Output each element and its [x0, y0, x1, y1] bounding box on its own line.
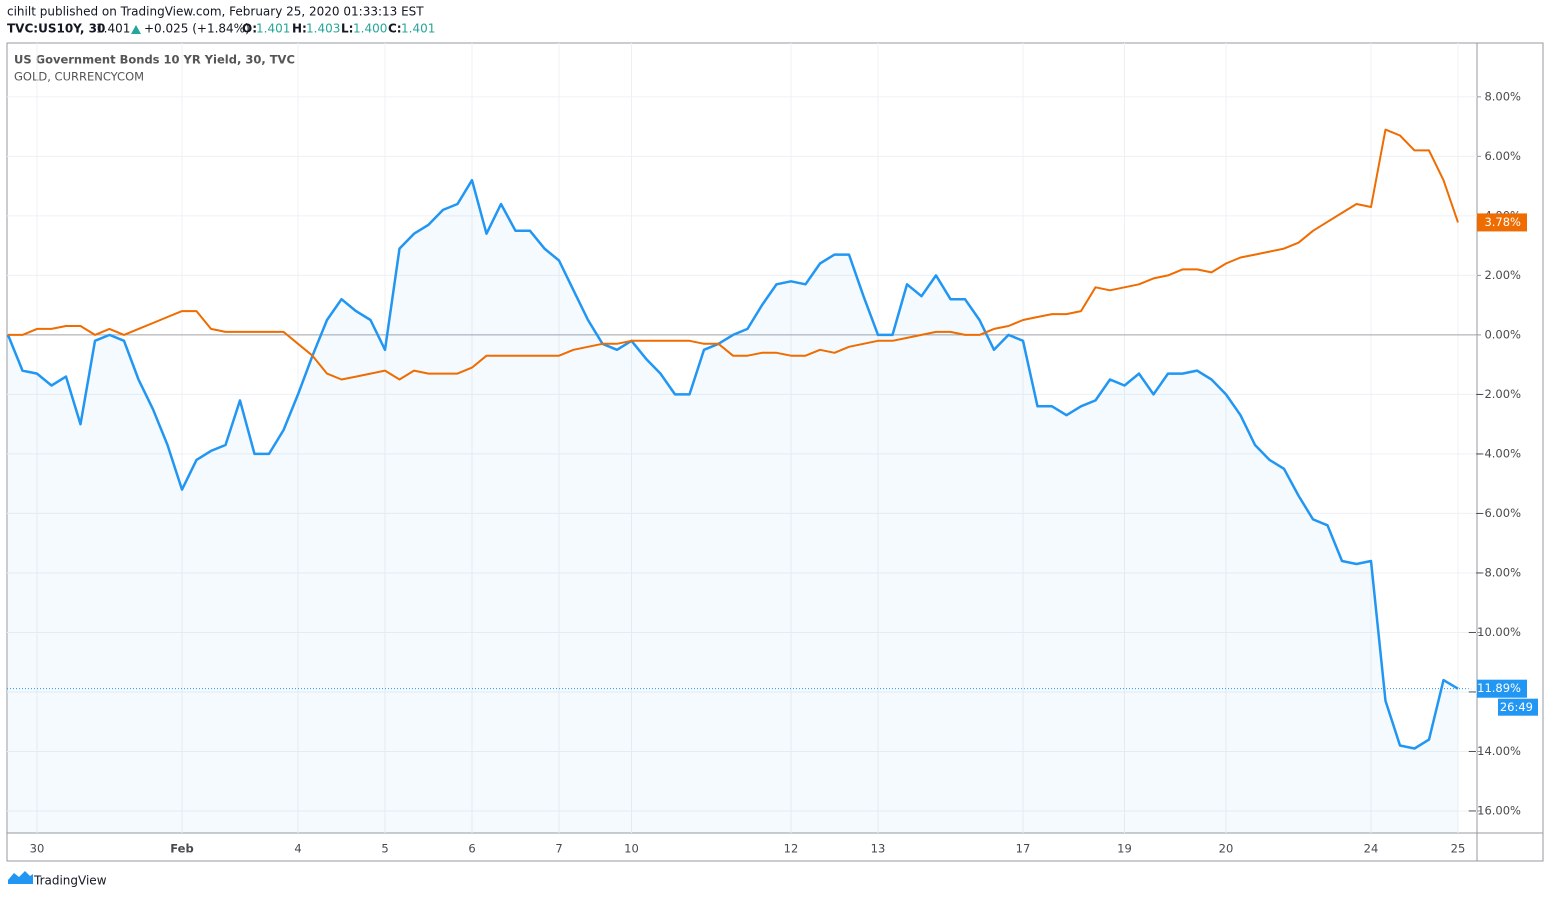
close: 1.401 [401, 22, 435, 36]
legend-entry: GOLD, CURRENCYCOM [14, 70, 144, 84]
x-tick-label: 12 [784, 842, 799, 856]
price-tag-label: 3.78% [1484, 215, 1521, 229]
y-tick-label: 2.00% [1484, 268, 1521, 282]
frame [6, 42, 1544, 862]
x-tick-label: 13 [871, 842, 886, 856]
x-tick-label: 10 [624, 842, 639, 856]
y-tick-label: −10.00% [1468, 625, 1522, 639]
x-tick-label: 5 [381, 842, 388, 856]
low: 1.400 [353, 22, 387, 36]
y-tick-label: 0.00% [1484, 327, 1521, 341]
high: 1.403 [306, 22, 340, 36]
logo [8, 871, 33, 884]
y-tick-label: −8.00% [1475, 565, 1521, 579]
y-tick-label: −14.00% [1468, 744, 1522, 758]
y-tick-label: −16.00% [1468, 803, 1522, 817]
x-tick-label: 7 [555, 842, 562, 856]
x-tick-label: 4 [294, 842, 301, 856]
x-tick-label: 17 [1016, 842, 1031, 856]
up-arrow [131, 25, 141, 34]
price-tag-label: −11.89% [1468, 681, 1522, 695]
legend-entry: US Government Bonds 10 YR Yield, 30, TVC [14, 53, 295, 67]
countdown-bg [1498, 698, 1538, 716]
price-tag [1477, 679, 1527, 698]
x-tick-label: 24 [1364, 842, 1379, 856]
x-tick-label: 30 [30, 842, 45, 856]
x-tick-label: 6 [468, 842, 475, 856]
y-tick-label: −4.00% [1475, 446, 1521, 460]
y-tick-label: 8.00% [1484, 89, 1521, 103]
area [8, 180, 1458, 833]
series-line [8, 128, 1459, 381]
brand: TradingView [33, 874, 107, 888]
high-label: H: [292, 22, 307, 36]
y-tick-label: 6.00% [1484, 149, 1521, 163]
x-tick-label: Feb [170, 842, 193, 856]
countdown: 26:49 [1500, 700, 1533, 714]
x-tick-label: 20 [1219, 842, 1234, 856]
last-price: 1.401 [96, 22, 130, 36]
published-line: cihilt published on TradingView.com, Feb… [7, 5, 424, 19]
series-line [6, 178, 1459, 750]
x-tick-label: 19 [1117, 842, 1132, 856]
close-label: C: [388, 22, 402, 36]
y-tick-label: −6.00% [1475, 506, 1521, 520]
change: +0.025 (+1.84%) [144, 22, 250, 36]
y-tick-label: −2.00% [1475, 387, 1521, 401]
price-tag [1477, 213, 1527, 232]
symbol: TVC:US10Y, 30 [7, 22, 105, 36]
open-label: O: [242, 22, 257, 36]
low-label: L: [341, 22, 353, 36]
open: 1.401 [256, 22, 290, 36]
x-tick-label: 25 [1451, 842, 1466, 856]
